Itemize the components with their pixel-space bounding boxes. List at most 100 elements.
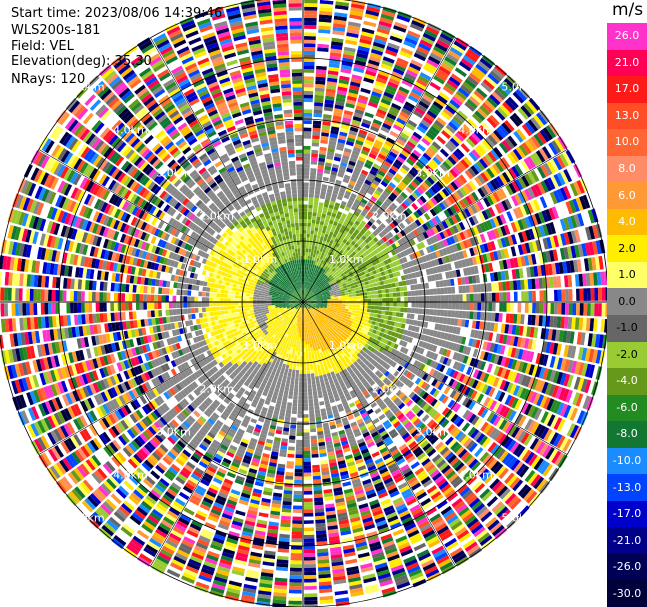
velocity-gate — [458, 344, 465, 353]
velocity-gate — [362, 390, 369, 396]
velocity-gate — [425, 308, 430, 315]
velocity-gate — [114, 312, 119, 321]
velocity-gate — [506, 439, 517, 451]
velocity-gate — [346, 374, 352, 380]
velocity-gate — [442, 366, 449, 374]
velocity-gate — [365, 405, 372, 412]
velocity-gate — [359, 308, 364, 312]
velocity-gate — [475, 505, 488, 517]
velocity-gate — [482, 341, 488, 351]
velocity-gate — [489, 375, 497, 386]
velocity-gate — [303, 465, 312, 470]
velocity-gate — [305, 302, 309, 304]
velocity-gate — [220, 302, 224, 306]
velocity-gate — [377, 310, 382, 315]
velocity-gate — [471, 402, 479, 413]
velocity-gate — [494, 390, 503, 401]
velocity-gate — [344, 363, 350, 369]
velocity-gate — [489, 322, 495, 332]
velocity-gate — [436, 459, 446, 469]
velocity-gate — [106, 312, 112, 322]
velocity-gate — [333, 330, 338, 335]
velocity-gate — [471, 500, 483, 511]
velocity-gate — [172, 302, 177, 309]
velocity-gate — [512, 443, 523, 456]
velocity-gate — [336, 319, 341, 324]
velocity-gate — [586, 303, 591, 316]
velocity-gate — [147, 310, 152, 318]
velocity-gate — [409, 319, 414, 325]
velocity-gate — [309, 303, 313, 304]
velocity-gate — [286, 405, 292, 410]
velocity-gate — [510, 302, 515, 313]
velocity-gate — [321, 311, 325, 315]
velocity-gate — [283, 423, 290, 429]
velocity-gate — [452, 443, 462, 454]
velocity-gate — [408, 412, 416, 421]
velocity-gate — [366, 408, 374, 415]
velocity-gate — [387, 330, 393, 336]
velocity-gate — [394, 332, 400, 338]
velocity-gate — [559, 344, 566, 357]
velocity-gate — [496, 366, 504, 377]
velocity-gate — [331, 350, 336, 355]
velocity-gate — [584, 348, 591, 362]
velocity-gate — [392, 451, 402, 460]
velocity-gate — [316, 317, 320, 321]
velocity-gate — [373, 355, 379, 361]
velocity-gate — [306, 366, 310, 371]
velocity-gate — [497, 323, 502, 333]
velocity-gate — [334, 339, 339, 344]
velocity-gate — [502, 406, 511, 418]
velocity-gate — [194, 307, 199, 313]
velocity-gate — [290, 346, 294, 351]
velocity-gate — [267, 305, 272, 308]
velocity-gate — [380, 403, 387, 411]
velocity-gate — [514, 399, 523, 411]
velocity-gate — [314, 308, 319, 311]
velocity-gate — [110, 312, 115, 322]
velocity-gate — [387, 442, 396, 450]
velocity-gate — [480, 511, 493, 523]
velocity-gate — [356, 342, 362, 348]
velocity-gate — [298, 384, 303, 389]
velocity-gate — [346, 316, 351, 320]
velocity-gate — [354, 369, 360, 375]
velocity-gate — [297, 406, 303, 411]
velocity-gate — [588, 364, 596, 379]
velocity-gate — [360, 305, 364, 309]
velocity-gate — [284, 368, 289, 373]
velocity-gate — [420, 381, 428, 389]
velocity-gate — [419, 363, 426, 371]
velocity-gate — [402, 318, 407, 324]
velocity-gate — [455, 353, 462, 362]
velocity-gate — [328, 312, 333, 315]
velocity-gate — [314, 504, 324, 510]
velocity-gate — [303, 516, 314, 521]
velocity-gate — [385, 351, 391, 357]
velocity-gate — [466, 302, 471, 311]
velocity-gate — [455, 481, 466, 491]
velocity-gate — [48, 303, 52, 315]
velocity-gate — [376, 357, 382, 364]
velocity-gate — [362, 325, 367, 330]
velocity-gate — [399, 340, 405, 346]
velocity-gate — [483, 362, 490, 372]
velocity-gate — [425, 431, 434, 440]
velocity-gate — [88, 313, 93, 324]
velocity-gate — [553, 401, 562, 414]
velocity-gate — [361, 341, 367, 347]
velocity-gate — [354, 316, 359, 320]
velocity-gate — [479, 435, 488, 446]
velocity-gate — [504, 357, 511, 368]
velocity-gate — [561, 388, 570, 402]
velocity-gate — [407, 302, 412, 308]
velocity-gate — [328, 319, 333, 323]
velocity-gate — [547, 414, 556, 427]
velocity-gate — [315, 306, 319, 309]
velocity-gate — [247, 313, 252, 317]
velocity-gate — [408, 458, 418, 467]
velocity-gate — [289, 571, 302, 576]
velocity-gate — [600, 318, 606, 333]
velocity-gate — [382, 406, 390, 414]
